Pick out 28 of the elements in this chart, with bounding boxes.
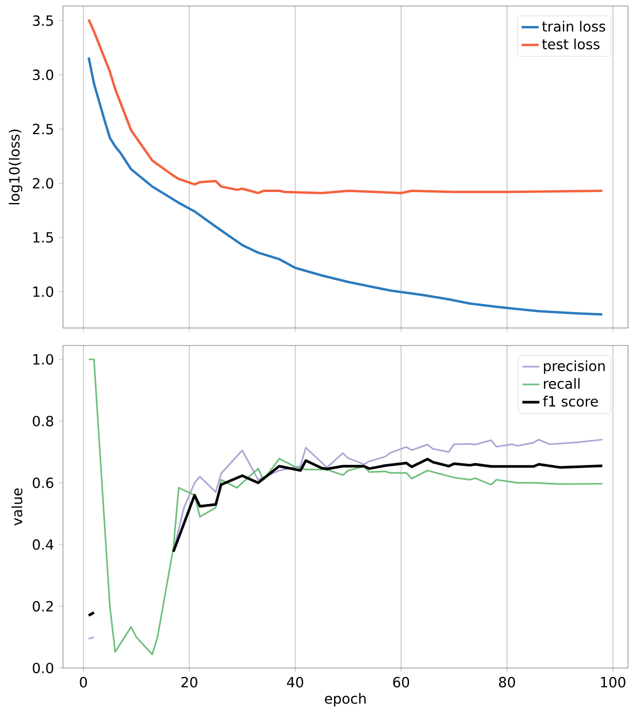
- x-tick-label: 0: [80, 676, 87, 688]
- legend-label: recall: [544, 378, 580, 389]
- y-tick-label: 1.5: [33, 232, 53, 243]
- x-tick-label: 40: [286, 676, 304, 688]
- legend-label: f1 score: [543, 396, 598, 407]
- line-series: [87, 18, 604, 194]
- y-tick-label: 3.0: [32, 70, 54, 80]
- y-tick-label: 2.0: [32, 178, 54, 189]
- x-tick-label: 20: [181, 676, 198, 688]
- y-tick-label: 0.8: [32, 416, 54, 426]
- y-tick-label: 0.0: [32, 662, 54, 674]
- y-tick-label: 1.0: [33, 354, 54, 365]
- y-tick-label: 0.6: [32, 478, 54, 488]
- y-tick-label: 2.5: [32, 124, 53, 134]
- y-tick-label: 1.0: [33, 286, 54, 297]
- y-axis-title: value: [12, 488, 22, 526]
- legend-label: precision: [544, 360, 605, 374]
- y-tick-label: 0.4: [32, 539, 54, 550]
- legend-label: test loss: [542, 38, 600, 50]
- legend-label: train loss: [542, 20, 606, 32]
- x-axis-title: epoch: [324, 692, 366, 707]
- y-axis-title: log10(loss): [8, 130, 22, 204]
- x-tick-label: 80: [499, 676, 515, 688]
- y-tick-label: 3.5: [32, 15, 53, 26]
- x-tick-label: 60: [393, 676, 410, 688]
- y-tick-label: 0.2: [32, 600, 53, 612]
- line-series: [88, 358, 604, 656]
- x-tick-label: 100: [601, 676, 626, 688]
